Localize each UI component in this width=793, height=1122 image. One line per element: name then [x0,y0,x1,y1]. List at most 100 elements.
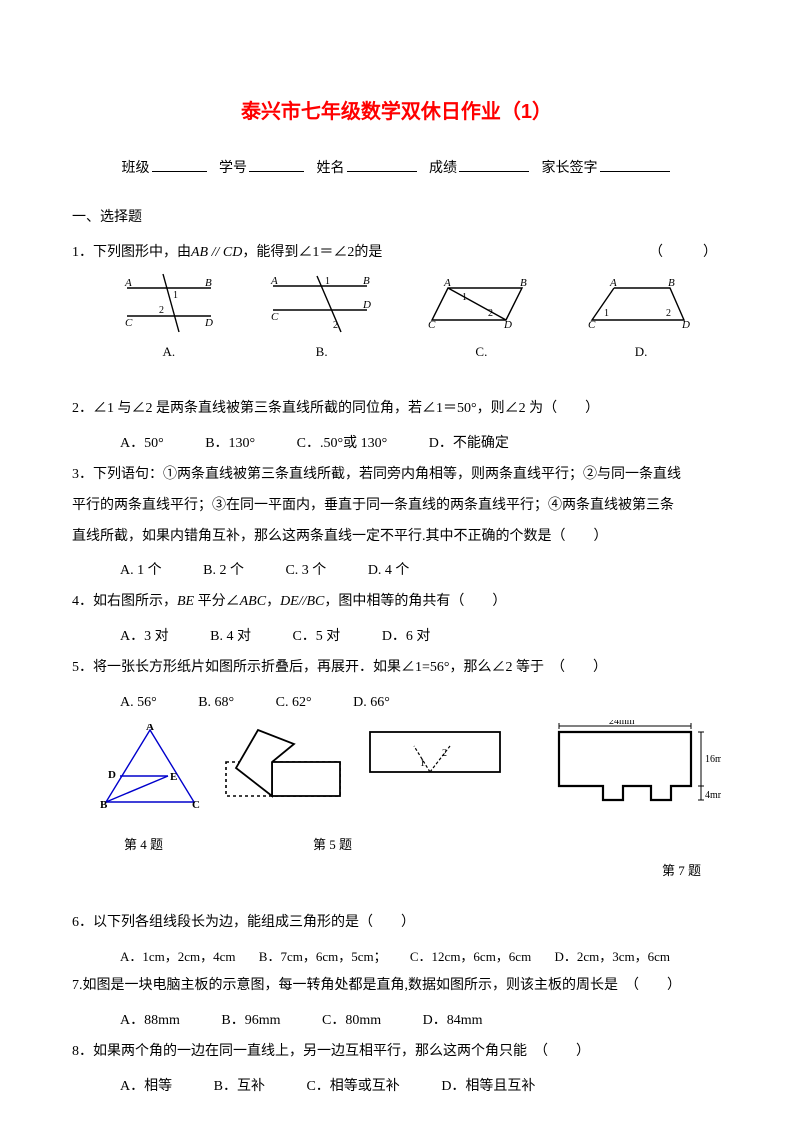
q8-c: C．相等或互补 [306,1079,399,1094]
q1-opt-a: A. [163,344,176,359]
fig-q5-fold [218,724,348,815]
svg-text:A: A [124,277,132,289]
question-7: 7.如图是一块电脑主板的示意图，每一转角处都是直角,数据如图所示，则该主板的周长… [72,971,721,1002]
svg-text:C: C [588,319,596,331]
svg-text:B: B [520,277,527,289]
svg-text:A: A [609,277,617,289]
q4-m2: ABC [240,594,266,609]
svg-text:D: D [204,317,213,329]
svg-text:2: 2 [666,308,671,319]
svg-text:B: B [100,799,108,810]
section-1-header: 一、选择题 [72,203,721,234]
q8-d: D．相等且互补 [441,1079,535,1094]
field-class-label: 班级 [122,161,150,176]
q4-b: B. 4 对 [210,629,251,644]
svg-text:2: 2 [333,320,338,331]
blank-score[interactable] [459,154,529,172]
q2-d: D．不能确定 [429,436,509,451]
q8-options: A．相等 B．互补 C．相等或互补 D．相等且互补 [72,1072,721,1103]
question-4: 4．如右图所示，BE 平分∠ABC，DE//BC，图中相等的角共有（ ） [72,587,721,618]
q4-a: A．3 对 [120,629,169,644]
q3-a: A. 1 个 [120,563,162,578]
svg-text:2: 2 [159,305,164,316]
q4-t3: ， [266,594,280,609]
page-title: 泰兴市七年级数学双休日作业（1） [72,90,721,134]
svg-text:B: B [363,275,370,287]
svg-text:E: E [170,771,177,783]
svg-text:C: C [192,799,200,810]
svg-text:2: 2 [442,748,447,759]
blank-class[interactable] [152,154,207,172]
q7-a: A．88mm [120,1013,180,1028]
q3-options: A. 1 个 B. 2 个 C. 3 个 D. 4 个 [72,556,721,587]
svg-text:1: 1 [462,292,467,303]
svg-text:2: 2 [488,308,493,319]
q8-a: A．相等 [120,1079,172,1094]
svg-text:D: D [108,769,116,781]
cap-q4: 第 4 题 [124,831,163,886]
svg-text:D: D [362,299,371,311]
cap-q5: 第 5 题 [313,831,352,886]
q1-opt-c: C. [475,344,487,359]
svg-text:C: C [271,311,279,323]
q5-q7-figures: A B C D E 1 2 2 4mm [100,724,721,823]
q7-b: B．96mm [221,1013,280,1028]
figure-captions: 第 4 题 第 5 题 第 7 题 [72,831,721,886]
blank-number[interactable] [249,154,304,172]
field-number-label: 学号 [219,161,247,176]
svg-text:1: 1 [325,276,330,287]
svg-text:D: D [503,319,512,331]
svg-text:B: B [205,277,212,289]
q7-d: D．84mm [423,1013,483,1028]
blank-sign[interactable] [600,154,670,172]
q1-opt-d: D. [635,344,648,359]
q4-t4: ，图中相等的角共有（ ） [324,594,506,609]
q2-options: A．50° B．130° C．.50°或 130° D．不能确定 [72,429,721,460]
q1-opt-b: B. [316,344,328,359]
q6-c: C．12cm，6cm，6cm [410,949,531,964]
cap-q7: 第 7 题 [662,857,701,886]
q6-a: A．1cm，2cm，4cm [120,949,236,964]
question-8: 8．如果两个角的一边在同一直线上，另一边互相平行，那么这两个角只能 （ ） [72,1037,721,1068]
q4-d: D．6 对 [382,629,431,644]
q5-b: B. 68° [198,695,234,710]
question-5: 5．将一张长方形纸片如图所示折叠后，再展开．如果∠1=56°，那么∠2 等于 （… [72,653,721,684]
q1-fig-c: A B C D 1 2 C. [426,276,536,367]
q4-m1: BE [177,594,194,609]
blank-name[interactable] [347,154,417,172]
q1-fig-b: A B C D 1 2 B. [267,270,377,367]
fig-q7-board: 24mm 16mm 4mm [551,720,721,833]
q6-d: D．2cm，3cm，6cm [554,949,670,964]
q2-b: B．130° [205,436,255,451]
svg-text:A: A [146,724,154,733]
svg-text:16mm: 16mm [705,754,721,765]
q7-options: A．88mm B．96mm C．80mm D．84mm [72,1006,721,1037]
q5-a: A. 56° [120,695,157,710]
question-2: 2．∠1 与∠2 是两条直线被第三条直线所截的同位角，若∠1＝50°，则∠2 为… [72,394,721,425]
fig-q4-triangle: A B C D E [100,724,200,823]
svg-text:1: 1 [604,308,609,319]
question-6: 6．以下列各组线段长为边，能组成三角形的是（ ） [72,908,721,939]
field-score-label: 成绩 [429,161,457,176]
q2-c: C．.50°或 130° [297,436,388,451]
q8-b: B．互补 [214,1079,265,1094]
q5-c: C. 62° [276,695,312,710]
field-sign-label: 家长签字 [542,161,598,176]
question-1: 1．下列图形中，由AB // CD，能得到∠1＝∠2的是 （ ） [72,238,721,269]
fig-q5-unfold: 1 2 [366,724,506,795]
svg-text:4mm: 4mm [705,790,721,801]
svg-text:C: C [125,317,133,329]
q3-l2: 平行的两条直线平行；③在同一平面内，垂直于同一条直线的两条直线平行；④两条直线被… [72,491,721,522]
svg-text:B: B [668,277,675,289]
q4-t2: 平分∠ [194,594,240,609]
q1-fig-d: A B C D 1 2 D. [586,276,696,367]
q3-b: B. 2 个 [203,563,244,578]
q7-c: C．80mm [322,1013,381,1028]
q3-c: C. 3 个 [285,563,326,578]
q4-c: C．5 对 [292,629,340,644]
svg-text:1: 1 [420,758,425,769]
q6-options: A．1cm，2cm，4cm B．7cm，6cm，5cm； C．12cm，6cm，… [72,943,721,972]
svg-text:C: C [428,319,436,331]
field-name-label: 姓名 [317,161,345,176]
q1-math: AB // CD [191,245,242,260]
